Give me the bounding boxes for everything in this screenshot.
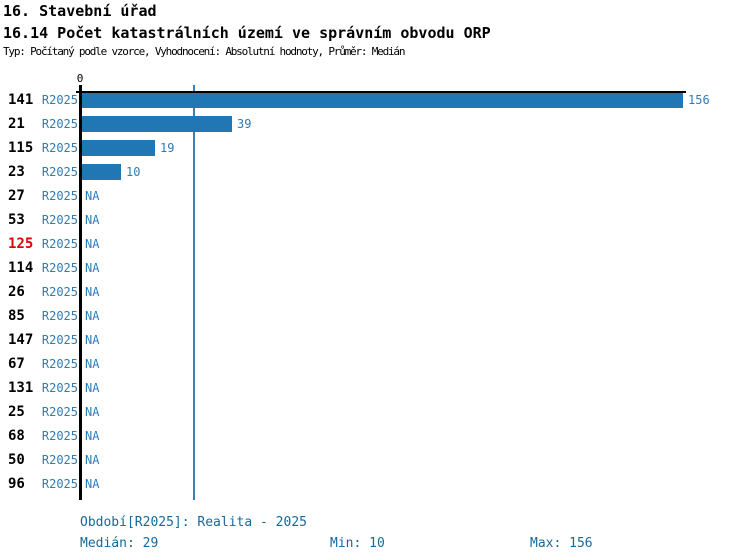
row-category-label: 131 [8, 380, 34, 396]
footer-min: Min: 10 [330, 536, 385, 551]
row-period-label: R2025 [41, 429, 78, 443]
section-title: 16. Stavební úřad [3, 2, 157, 20]
na-value-label: NA [85, 213, 100, 227]
bar-value-label: 156 [688, 93, 710, 107]
footer-max: Max: 156 [530, 536, 593, 551]
bar-value-label: 39 [237, 117, 252, 131]
value-bar [82, 116, 232, 132]
row-category-label: 125 [8, 236, 34, 252]
row-category-label: 96 [8, 476, 25, 492]
na-value-label: NA [85, 261, 100, 275]
footer-median: Medián: 29 [80, 536, 159, 551]
na-value-label: NA [85, 189, 100, 203]
na-value-label: NA [85, 453, 100, 467]
row-period-label: R2025 [41, 189, 78, 203]
row-period-label: R2025 [41, 309, 78, 323]
row-period-label: R2025 [41, 93, 78, 107]
row-category-label: 50 [8, 452, 25, 468]
row-category-label: 23 [8, 164, 25, 180]
row-category-label: 85 [8, 308, 25, 324]
footer-period: Období[R2025]: Realita - 2025 [80, 515, 307, 530]
row-category-label: 26 [8, 284, 25, 300]
row-period-label: R2025 [41, 477, 78, 491]
indicator-meta: Typ: Počítaný podle vzorce, Vyhodnocení:… [3, 45, 405, 58]
row-period-label: R2025 [41, 333, 78, 347]
row-period-label: R2025 [41, 381, 78, 395]
na-value-label: NA [85, 429, 100, 443]
na-value-label: NA [85, 477, 100, 491]
row-category-label: 68 [8, 428, 25, 444]
row-category-label: 114 [8, 260, 34, 276]
row-category-label: 25 [8, 404, 25, 420]
x-axis-line [76, 91, 686, 93]
row-period-label: R2025 [41, 117, 78, 131]
na-value-label: NA [85, 381, 100, 395]
na-value-label: NA [85, 333, 100, 347]
row-category-label: 21 [8, 116, 25, 132]
row-period-label: R2025 [41, 261, 78, 275]
row-category-label: 115 [8, 140, 34, 156]
row-period-label: R2025 [41, 357, 78, 371]
median-reference-line [193, 85, 195, 500]
row-category-label: 147 [8, 332, 34, 348]
na-value-label: NA [85, 285, 100, 299]
na-value-label: NA [85, 405, 100, 419]
row-category-label: 27 [8, 188, 25, 204]
value-bar [82, 164, 121, 180]
na-value-label: NA [85, 357, 100, 371]
x-axis-zero-tick-label: 0 [76, 72, 84, 85]
row-period-label: R2025 [41, 237, 78, 251]
row-period-label: R2025 [41, 213, 78, 227]
row-period-label: R2025 [41, 453, 78, 467]
bar-value-label: 10 [126, 165, 141, 179]
na-value-label: NA [85, 309, 100, 323]
indicator-title: 16.14 Počet katastrálních území ve správ… [3, 24, 491, 42]
row-period-label: R2025 [41, 141, 78, 155]
row-period-label: R2025 [41, 165, 78, 179]
value-bar [82, 92, 683, 108]
na-value-label: NA [85, 237, 100, 251]
row-period-label: R2025 [41, 405, 78, 419]
row-period-label: R2025 [41, 285, 78, 299]
row-category-label: 53 [8, 212, 25, 228]
row-category-label: 141 [8, 92, 34, 108]
bar-value-label: 19 [160, 141, 175, 155]
y-axis-line [79, 85, 82, 500]
row-category-label: 67 [8, 356, 25, 372]
value-bar [82, 140, 155, 156]
